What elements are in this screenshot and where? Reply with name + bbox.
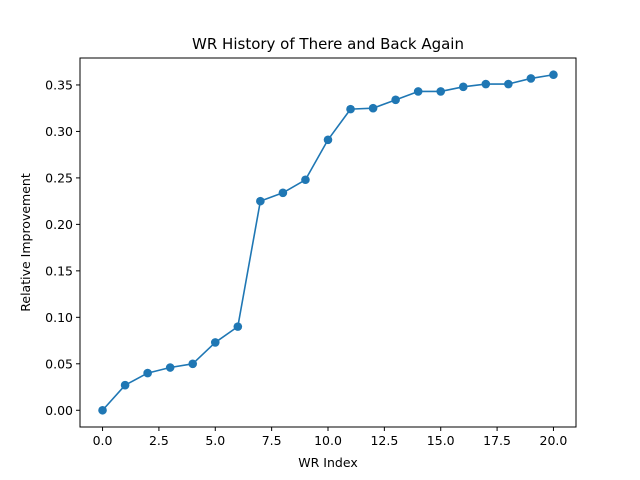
x-tick-label: 2.5 — [149, 433, 169, 448]
y-tick-label: 0.25 — [45, 170, 73, 185]
data-point — [549, 70, 558, 80]
x-tick-label: 20.0 — [540, 433, 568, 448]
data-point — [165, 363, 175, 372]
x-tick-label: 17.5 — [483, 433, 511, 448]
data-point — [210, 338, 220, 347]
x-tick-label: 0.0 — [93, 433, 113, 448]
y-tick-label: 0.10 — [45, 310, 73, 325]
x-tick-label: 12.5 — [370, 433, 398, 448]
data-point — [413, 87, 423, 96]
data-point — [458, 82, 468, 92]
y-tick-label: 0.30 — [45, 124, 73, 139]
x-tick-label: 15.0 — [427, 433, 455, 448]
data-point — [481, 79, 491, 89]
series-line-group — [98, 70, 558, 415]
y-tick-label: 0.05 — [45, 356, 73, 371]
x-tick-label: 7.5 — [262, 433, 282, 448]
data-point — [391, 95, 400, 105]
data-point — [323, 135, 333, 145]
y-axis-title: Relative Improvement — [18, 173, 33, 312]
data-point — [120, 380, 130, 390]
data-point — [346, 104, 355, 114]
data-point — [143, 368, 152, 378]
series-line — [101, 73, 554, 411]
data-point — [526, 74, 536, 83]
data-point — [278, 188, 288, 198]
y-tick-label: 0.20 — [45, 217, 73, 232]
data-point — [436, 87, 446, 96]
data-point — [301, 175, 310, 185]
y-tick-label: 0.35 — [45, 77, 73, 92]
data-point — [188, 359, 198, 369]
x-tick-label: 5.0 — [205, 433, 225, 448]
data-point — [98, 405, 107, 415]
data-point — [368, 103, 378, 113]
x-tick-label: 10.0 — [314, 433, 342, 448]
y-tick-label: 0.15 — [45, 263, 73, 278]
chart-title: WR History of There and Back Again — [192, 35, 464, 53]
x-axis-title: WR Index — [298, 455, 357, 470]
y-axis: 0.00 0.05 0.10 0.15 0.20 0.25 0.30 0.35 — [45, 77, 80, 418]
x-axis: 0.0 2.5 5.0 7.5 10.0 12.5 15.0 17.5 20.0 — [93, 427, 568, 448]
data-point — [504, 79, 513, 89]
y-tick-label: 0.00 — [45, 403, 73, 418]
data-point — [256, 196, 265, 206]
data-point — [233, 322, 243, 331]
